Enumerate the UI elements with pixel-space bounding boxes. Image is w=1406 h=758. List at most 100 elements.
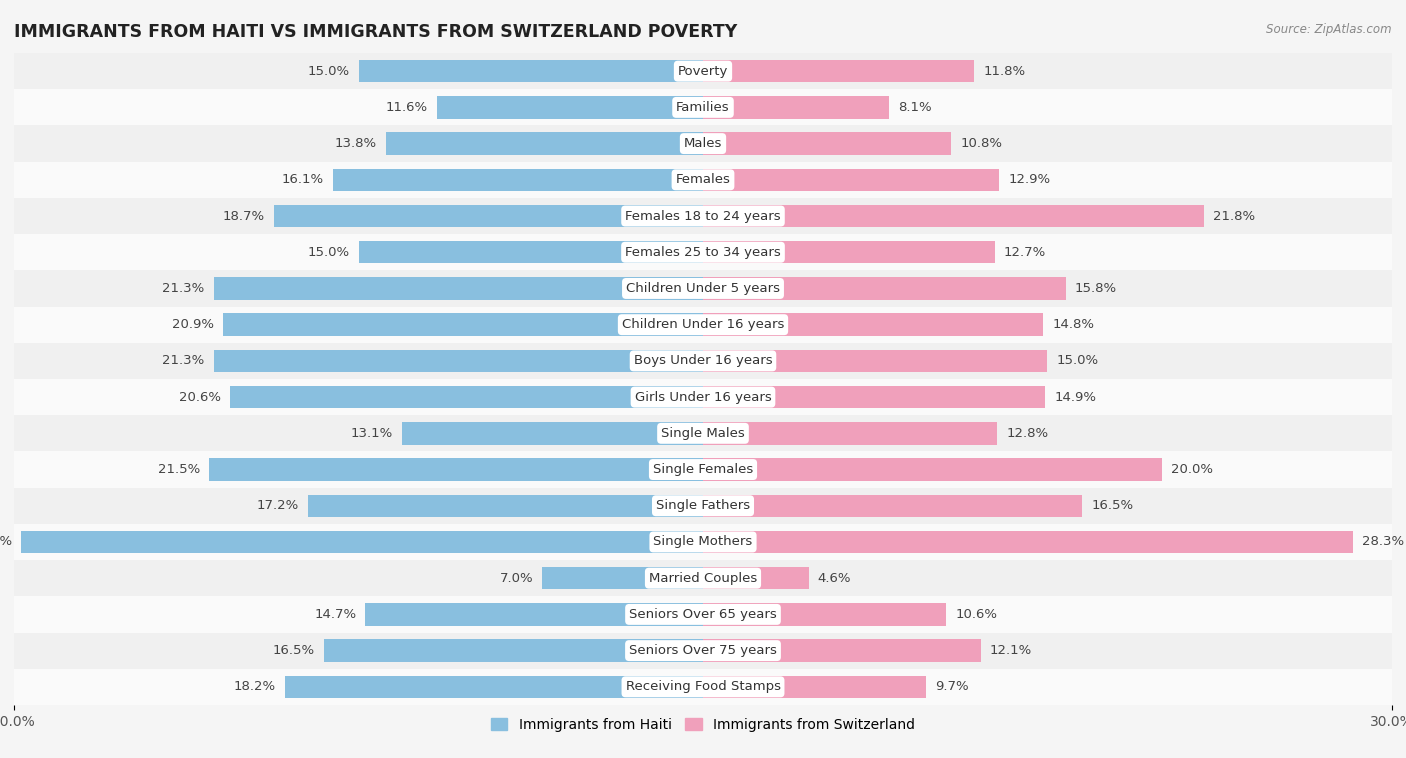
Bar — [359, 60, 703, 83]
Bar — [231, 386, 703, 409]
Bar — [703, 567, 808, 590]
Bar — [543, 567, 703, 590]
Bar — [14, 53, 1392, 89]
Text: 8.1%: 8.1% — [898, 101, 932, 114]
Text: Source: ZipAtlas.com: Source: ZipAtlas.com — [1267, 23, 1392, 36]
Bar — [703, 96, 889, 118]
Bar — [437, 96, 703, 118]
Text: 7.0%: 7.0% — [499, 572, 533, 584]
Bar — [703, 675, 925, 698]
Text: 15.0%: 15.0% — [308, 246, 349, 258]
Text: 21.8%: 21.8% — [1213, 209, 1256, 223]
Bar — [323, 640, 703, 662]
Text: Seniors Over 65 years: Seniors Over 65 years — [628, 608, 778, 621]
Bar — [214, 277, 703, 299]
Text: Single Mothers: Single Mothers — [654, 535, 752, 549]
Text: 11.6%: 11.6% — [385, 101, 427, 114]
Text: 29.7%: 29.7% — [0, 535, 11, 549]
Bar — [703, 60, 974, 83]
Bar — [14, 415, 1392, 452]
Text: Single Males: Single Males — [661, 427, 745, 440]
Text: 21.3%: 21.3% — [163, 355, 205, 368]
Bar — [214, 349, 703, 372]
Text: Receiving Food Stamps: Receiving Food Stamps — [626, 681, 780, 694]
Text: 9.7%: 9.7% — [935, 681, 969, 694]
Bar — [274, 205, 703, 227]
Bar — [703, 133, 950, 155]
Text: 12.7%: 12.7% — [1004, 246, 1046, 258]
Text: 28.3%: 28.3% — [1362, 535, 1405, 549]
Text: 15.8%: 15.8% — [1076, 282, 1118, 295]
Text: 14.9%: 14.9% — [1054, 390, 1097, 403]
Bar — [285, 675, 703, 698]
Text: Females 25 to 34 years: Females 25 to 34 years — [626, 246, 780, 258]
Bar — [14, 161, 1392, 198]
Bar — [703, 205, 1204, 227]
Text: 15.0%: 15.0% — [1057, 355, 1098, 368]
Text: Poverty: Poverty — [678, 64, 728, 77]
Text: 4.6%: 4.6% — [818, 572, 851, 584]
Bar — [703, 314, 1043, 336]
Text: 16.5%: 16.5% — [273, 644, 315, 657]
Text: Boys Under 16 years: Boys Under 16 years — [634, 355, 772, 368]
Legend: Immigrants from Haiti, Immigrants from Switzerland: Immigrants from Haiti, Immigrants from S… — [485, 712, 921, 737]
Text: Seniors Over 75 years: Seniors Over 75 years — [628, 644, 778, 657]
Text: 20.6%: 20.6% — [179, 390, 221, 403]
Text: 16.1%: 16.1% — [283, 174, 323, 186]
Text: 18.7%: 18.7% — [222, 209, 264, 223]
Bar — [14, 271, 1392, 306]
Text: 10.6%: 10.6% — [956, 608, 998, 621]
Text: 10.8%: 10.8% — [960, 137, 1002, 150]
Bar — [703, 349, 1047, 372]
Text: 20.0%: 20.0% — [1171, 463, 1213, 476]
Bar — [14, 198, 1392, 234]
Bar — [703, 168, 1000, 191]
Bar — [366, 603, 703, 625]
Bar — [359, 241, 703, 264]
Bar — [14, 306, 1392, 343]
Text: 12.1%: 12.1% — [990, 644, 1032, 657]
Text: 18.2%: 18.2% — [233, 681, 276, 694]
Text: Single Females: Single Females — [652, 463, 754, 476]
Text: 21.5%: 21.5% — [157, 463, 200, 476]
Text: 13.8%: 13.8% — [335, 137, 377, 150]
Bar — [703, 386, 1045, 409]
Bar — [14, 669, 1392, 705]
Bar — [21, 531, 703, 553]
Bar — [703, 422, 997, 444]
Text: 11.8%: 11.8% — [983, 64, 1025, 77]
Text: Married Couples: Married Couples — [650, 572, 756, 584]
Text: Females: Females — [675, 174, 731, 186]
Bar — [14, 452, 1392, 487]
Text: 17.2%: 17.2% — [256, 500, 299, 512]
Bar — [703, 459, 1163, 481]
Text: Males: Males — [683, 137, 723, 150]
Bar — [209, 459, 703, 481]
Text: 21.3%: 21.3% — [163, 282, 205, 295]
Bar — [14, 524, 1392, 560]
Bar — [308, 494, 703, 517]
Bar — [703, 531, 1353, 553]
Text: 20.9%: 20.9% — [172, 318, 214, 331]
Bar — [703, 640, 981, 662]
Text: Children Under 16 years: Children Under 16 years — [621, 318, 785, 331]
Text: Females 18 to 24 years: Females 18 to 24 years — [626, 209, 780, 223]
Bar — [703, 494, 1083, 517]
Text: IMMIGRANTS FROM HAITI VS IMMIGRANTS FROM SWITZERLAND POVERTY: IMMIGRANTS FROM HAITI VS IMMIGRANTS FROM… — [14, 23, 737, 41]
Text: 14.7%: 14.7% — [314, 608, 356, 621]
Text: 16.5%: 16.5% — [1091, 500, 1133, 512]
Text: Girls Under 16 years: Girls Under 16 years — [634, 390, 772, 403]
Text: 15.0%: 15.0% — [308, 64, 349, 77]
Text: 14.8%: 14.8% — [1052, 318, 1094, 331]
Text: 12.9%: 12.9% — [1008, 174, 1050, 186]
Bar — [14, 597, 1392, 632]
Bar — [333, 168, 703, 191]
Bar — [402, 422, 703, 444]
Bar — [387, 133, 703, 155]
Bar — [703, 277, 1066, 299]
Bar — [703, 603, 946, 625]
Text: 13.1%: 13.1% — [350, 427, 392, 440]
Bar — [14, 632, 1392, 669]
Bar — [14, 379, 1392, 415]
Text: Families: Families — [676, 101, 730, 114]
